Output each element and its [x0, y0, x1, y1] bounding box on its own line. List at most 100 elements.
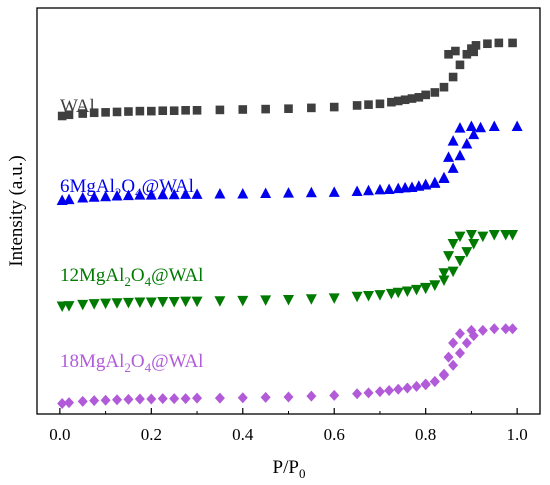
data-point [238, 105, 248, 114]
data-point [352, 388, 363, 400]
data-point [461, 247, 473, 258]
data-point [305, 294, 317, 305]
data-point [180, 188, 192, 199]
data-point [157, 297, 169, 308]
series-labels: WAl6MgAl2O4@WAl12MgAl2O4@WAl18MgAl2O4@WA… [60, 96, 203, 375]
data-point [192, 106, 202, 115]
data-point [444, 49, 453, 59]
data-point [421, 90, 430, 100]
data-point [351, 291, 363, 303]
data-point [465, 120, 477, 132]
data-point [411, 380, 422, 392]
data-point [100, 298, 112, 310]
data-point [111, 298, 123, 309]
x-tick-label: 1.0 [507, 425, 528, 444]
data-point [454, 149, 466, 161]
data-point [180, 393, 191, 405]
data-point [483, 39, 492, 49]
data-point [237, 295, 249, 307]
data-point [134, 189, 146, 200]
data-point [448, 359, 459, 371]
series-label-text: O [121, 176, 135, 197]
data-point [363, 387, 374, 399]
data-point [475, 121, 487, 133]
data-point [438, 268, 450, 279]
data-point [134, 297, 146, 308]
data-point [477, 231, 489, 243]
data-point [363, 184, 375, 196]
series-label-subscript: 2 [124, 360, 131, 375]
data-point [88, 191, 100, 202]
data-point [466, 324, 477, 336]
series-label: WAl [60, 96, 95, 117]
series-2 [56, 120, 523, 205]
data-point [135, 106, 145, 116]
data-point [122, 189, 134, 201]
data-point [123, 393, 134, 405]
data-point [374, 386, 385, 398]
data-point [283, 187, 294, 198]
data-point [363, 290, 375, 302]
data-point [448, 72, 458, 82]
data-point [454, 256, 466, 267]
data-point [443, 351, 454, 363]
data-point [438, 275, 450, 287]
data-point [100, 394, 111, 406]
data-point [387, 97, 396, 107]
data-point [438, 171, 450, 183]
data-point [469, 47, 478, 57]
data-point [352, 101, 362, 110]
data-point [461, 138, 473, 149]
x-tick-label: 0.8 [415, 425, 436, 444]
data-point [383, 183, 395, 194]
data-point [471, 41, 481, 50]
data-point [157, 393, 168, 405]
data-point [494, 38, 504, 48]
series-3 [56, 230, 519, 313]
series-label-text: 12MgAl [60, 265, 124, 286]
data-point [100, 190, 112, 202]
series-layer [56, 38, 523, 409]
data-point [468, 238, 480, 250]
data-point [214, 187, 226, 199]
x-axis-ticks: 0.0 0.2 0.4 0.6 0.8 1.0 [49, 408, 528, 444]
data-point [89, 108, 99, 118]
data-point [157, 188, 169, 200]
series-label-text: O [131, 351, 145, 372]
data-point [392, 287, 404, 299]
data-point [507, 230, 519, 241]
data-point [191, 296, 203, 308]
data-point [56, 301, 68, 313]
data-point [448, 337, 459, 349]
data-point [447, 162, 459, 173]
data-point [283, 391, 294, 403]
data-point [451, 46, 460, 56]
data-point [511, 120, 523, 132]
data-point [124, 107, 133, 116]
data-point [414, 93, 424, 102]
data-point [134, 393, 145, 405]
x-tick-label: 0.6 [324, 425, 345, 444]
data-point [488, 230, 500, 241]
data-point [400, 95, 410, 105]
data-point [64, 397, 75, 409]
data-point [214, 392, 225, 404]
data-point [329, 389, 340, 401]
data-point [168, 297, 180, 308]
data-point [306, 390, 317, 402]
data-point [101, 108, 110, 117]
data-point [260, 295, 272, 306]
data-point [447, 135, 459, 146]
data-point [112, 394, 123, 406]
data-point [77, 395, 88, 407]
data-point [305, 186, 317, 198]
data-point [77, 192, 89, 203]
data-point [364, 100, 373, 109]
data-point [260, 391, 271, 403]
data-point [145, 189, 157, 200]
series-label: 12MgAl2O4@WAl [60, 265, 203, 289]
data-point [374, 290, 386, 301]
data-point [112, 107, 122, 117]
data-point [488, 120, 500, 132]
